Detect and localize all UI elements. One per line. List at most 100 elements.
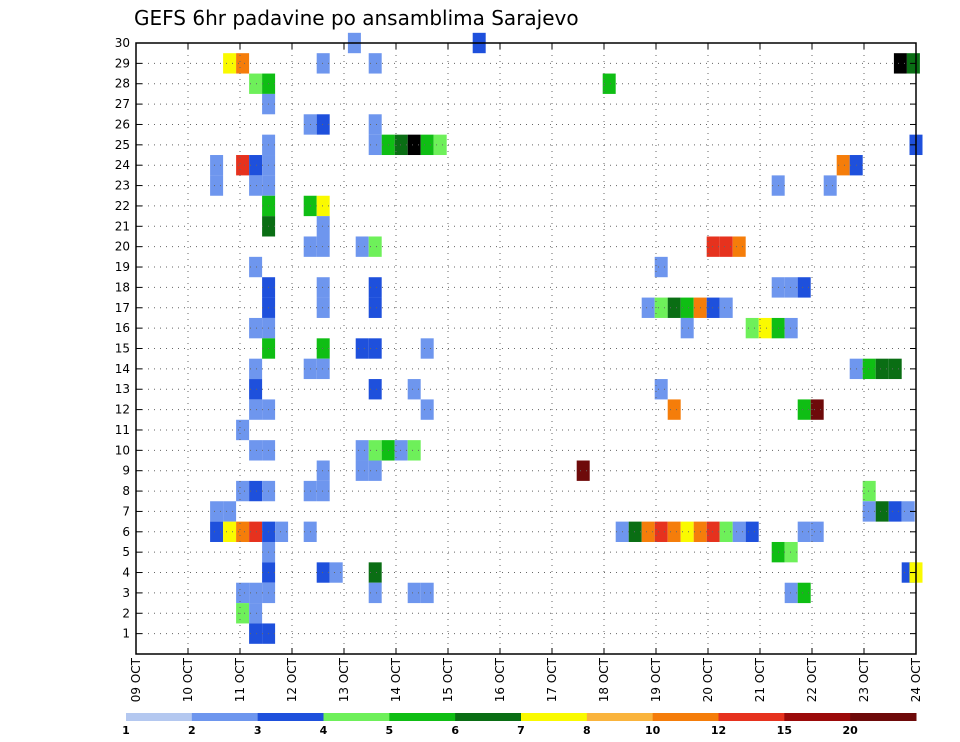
colorbar-swatch (521, 713, 588, 721)
heatmap-cell (732, 236, 746, 257)
heatmap-cell (368, 379, 382, 400)
x-tick-label: 17 OCT (545, 657, 559, 702)
heatmap-cell (420, 399, 434, 420)
heatmap-cell (420, 338, 434, 359)
heatmap-cell (810, 521, 824, 542)
heatmap-cell (368, 53, 382, 74)
heatmap-cell (316, 236, 330, 257)
heatmap-cell (875, 358, 889, 380)
heatmap-cell (210, 155, 224, 176)
heatmap-cell (355, 236, 369, 257)
x-tick-label: 14 OCT (389, 657, 403, 702)
heatmap-cell (745, 521, 759, 542)
heatmap-cell (210, 501, 224, 522)
heatmap-cell (316, 114, 330, 135)
heatmap-cell (316, 562, 330, 583)
heatmap-cell (223, 53, 237, 74)
y-tick-label: 7 (122, 504, 130, 518)
heatmap-cell (236, 155, 250, 176)
colorbar-swatch (784, 713, 851, 721)
heatmap-cell (249, 603, 263, 624)
heatmap-cell (641, 521, 655, 542)
heatmap-cell (732, 521, 746, 542)
heatmap-cell (407, 379, 421, 400)
y-tick-label: 26 (115, 117, 130, 131)
heatmap-cell (249, 582, 263, 604)
x-tick-label: 16 OCT (493, 657, 507, 702)
y-tick-label: 27 (115, 97, 130, 111)
heatmap-cell (368, 562, 382, 583)
y-tick-label: 28 (115, 77, 130, 91)
heatmap-cell (628, 521, 642, 542)
y-tick-label: 22 (115, 199, 130, 213)
colorbar-swatch (191, 713, 259, 721)
y-tick-label: 13 (115, 382, 130, 396)
heatmap-cell (745, 317, 759, 339)
colorbar-label: 20 (843, 724, 859, 737)
colorbar-label: 7 (517, 724, 525, 737)
y-tick-label: 4 (122, 566, 130, 580)
chart-title: GEFS 6hr padavine po ansamblima Sarajevo (134, 6, 579, 30)
heatmap-cell (407, 582, 421, 604)
heatmap-cell (368, 338, 382, 359)
heatmap-cell (888, 501, 902, 522)
y-tick-label: 17 (115, 301, 130, 315)
x-tick-label: 13 OCT (337, 657, 351, 702)
y-tick-label: 20 (115, 240, 130, 254)
heatmap-cell (667, 521, 681, 542)
heatmap-cell (719, 236, 733, 257)
heatmap-cell (355, 338, 369, 359)
y-tick-label: 12 (115, 403, 130, 417)
heatmap-cell (836, 155, 850, 176)
heatmap-cell (667, 297, 681, 318)
heatmap-cell (236, 521, 250, 542)
y-tick-label: 30 (115, 36, 130, 50)
heatmap-cell (275, 521, 289, 542)
colorbar-label: 15 (777, 724, 792, 737)
colorbar-swatch (257, 713, 324, 721)
heatmap-cell (316, 297, 330, 318)
heatmap-cell (316, 53, 330, 74)
heatmap-cell (784, 277, 798, 298)
x-tick-label: 23 OCT (857, 657, 871, 702)
heatmap-cell (667, 399, 681, 420)
heatmap-cell (784, 582, 798, 604)
heatmap-cell (368, 134, 382, 156)
heatmap-cell (654, 297, 668, 318)
heatmap-cell (797, 399, 811, 420)
y-axis: 1234567891011121314151617181920212223242… (115, 36, 916, 641)
heatmap-cell (888, 358, 902, 380)
x-tick-label: 11 OCT (233, 657, 247, 702)
x-tick-label: 20 OCT (701, 657, 715, 702)
colorbar-label: 4 (320, 724, 328, 737)
heatmap-cell (420, 582, 434, 604)
y-tick-label: 18 (115, 280, 130, 294)
heatmap-cell (862, 358, 876, 380)
heatmap-cell (797, 582, 811, 604)
heatmap-cell (875, 501, 889, 522)
heatmap-cell (368, 582, 382, 604)
heatmap-cell (316, 338, 330, 359)
heatmap-cell (901, 501, 915, 522)
heatmap-cell (394, 134, 408, 156)
heatmap-cell (249, 256, 263, 278)
x-tick-label: 24 OCT (909, 657, 923, 702)
heatmap-cell (368, 277, 382, 298)
heatmap-cell (249, 623, 263, 644)
x-tick-label: 15 OCT (441, 657, 455, 702)
x-tick-label: 18 OCT (597, 657, 611, 702)
heatmap-cell (368, 236, 382, 257)
x-tick-label: 21 OCT (753, 657, 767, 702)
heatmap-cell (641, 297, 655, 318)
colorbar-label: 12 (711, 724, 726, 737)
heatmap-cell (407, 440, 421, 461)
heatmap-cell (719, 521, 733, 542)
colorbar-label: 6 (451, 724, 459, 737)
heatmap-cell (249, 440, 263, 461)
x-tick-label: 10 OCT (181, 657, 195, 702)
y-tick-label: 8 (122, 484, 130, 498)
heatmap-cell (236, 603, 250, 624)
heatmap-cell (706, 297, 720, 318)
heatmap-cell (316, 277, 330, 298)
heatmap-cell (862, 501, 876, 522)
